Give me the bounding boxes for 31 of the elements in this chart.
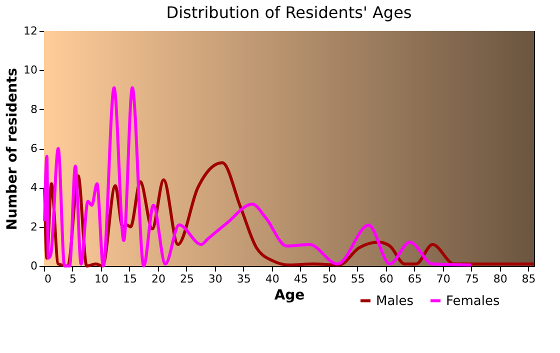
x-tick-label: 25 <box>180 272 194 286</box>
x-tick-label: 35 <box>236 272 251 286</box>
x-tick-label: 5 <box>69 272 76 286</box>
x-tick-label: 50 <box>322 272 336 286</box>
x-tick-label: 65 <box>408 272 422 286</box>
y-tick-label: 12 <box>24 24 38 38</box>
y-tick-label: 2 <box>30 220 38 234</box>
line-series <box>43 86 473 268</box>
x-tick-label: 80 <box>493 272 508 286</box>
y-tick-label: 8 <box>30 102 38 116</box>
x-tick-label: 40 <box>265 272 280 286</box>
y-tick-label: 4 <box>30 181 38 194</box>
y-tick-label: 10 <box>24 64 38 77</box>
x-tick-label: 55 <box>350 272 365 286</box>
x-tick-label: 45 <box>294 272 308 286</box>
x-axis-title: Age <box>274 288 305 304</box>
y-tick-label: 6 <box>30 142 38 155</box>
y-tick-label: 0 <box>30 260 38 272</box>
x-tick-label: 10 <box>94 272 108 286</box>
x-tick-label: 85 <box>522 272 536 286</box>
y-axis-title: Number of residents <box>4 68 21 230</box>
x-tick-label: 30 <box>208 272 222 286</box>
legend-label: Males <box>376 294 414 309</box>
x-tick-label: 75 <box>464 272 479 286</box>
x-tick-label: 60 <box>379 272 394 286</box>
x-tick-label: 0 <box>44 272 52 286</box>
legend-label: Females <box>446 294 500 309</box>
x-tick-label: 15 <box>122 272 137 286</box>
x-tick-label: 20 <box>151 272 166 286</box>
chart-title: Distribution of Residents' Ages <box>166 3 412 22</box>
x-tick-label: 70 <box>436 272 450 286</box>
